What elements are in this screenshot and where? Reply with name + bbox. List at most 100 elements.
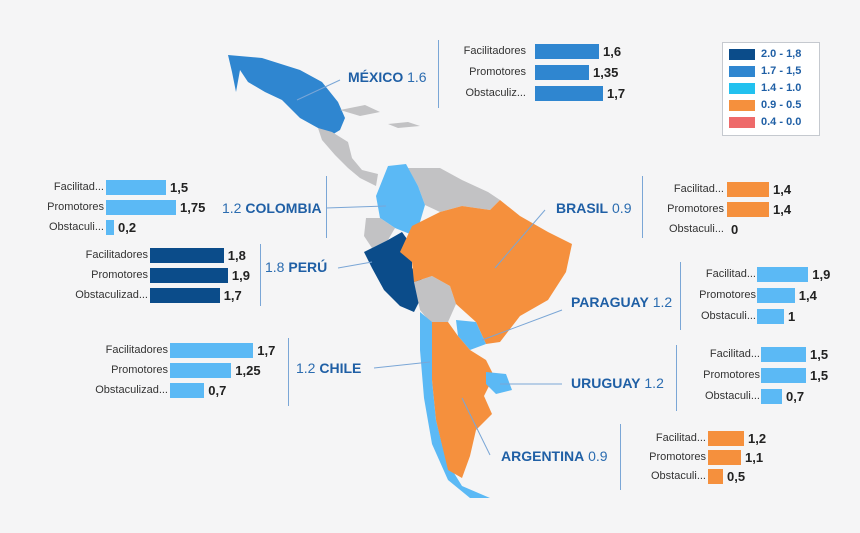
mexico-bar-label: Promotores [469,66,526,78]
uruguay-bar-label: Facilitad... [709,348,760,360]
colombia-shape [376,164,425,234]
brasil-score: 0.9 [612,200,632,216]
colombia-bar-value: 1,75 [180,200,206,215]
brasil-bar [727,202,769,217]
paraguay-name: PARAGUAY [571,294,649,310]
colombia-divider [326,176,327,238]
colombia-bar [106,180,166,195]
legend-item: 0.9 - 0.5 [729,98,801,112]
argentina-bar-value: 1,1 [745,450,764,465]
brasil-shape [400,200,572,344]
argentina-bar-label: Promotores [649,451,706,463]
legend-item: 1.4 - 1.0 [729,81,801,95]
legend-swatch [729,116,755,128]
mexico-label: MÉXICO 1.6 [348,69,427,85]
colombia-bar-label: Facilitad... [53,181,104,193]
legend-label: 2.0 - 1,8 [761,48,802,60]
uruguay-bar-value: 1,5 [810,368,829,383]
mexico-shape [228,55,345,136]
colombia-name: COLOMBIA [245,200,322,216]
chile-bar-label: Promotores [111,364,168,376]
argentina-bar-value: 0,5 [727,469,746,484]
chile-bar-label: Obstaculizad... [95,384,168,396]
chile-name: CHILE [319,360,362,376]
legend-label: 0.4 - 0.0 [761,116,802,128]
legend-item: 0.4 - 0.0 [729,115,801,129]
mexico-bar-label: Facilitadores [463,45,526,57]
caribbean-island-2 [388,122,420,128]
uruguay-score: 1.2 [644,375,664,391]
mexico-bar-value: 1,35 [593,65,619,80]
colombia-bar [106,220,114,235]
peru-bar-value: 1,7 [223,288,242,303]
chile-bar-value: 1,7 [257,343,276,358]
mexico-bar [535,86,603,101]
chile-label: 1.2 CHILE [296,360,361,376]
legend-swatch [729,48,755,60]
mexico-divider [438,40,439,108]
legend-swatch [729,82,755,94]
uruguay-bar [761,389,782,404]
chile-bar-label: Facilitadores [105,344,168,356]
peru-score: 1.8 [265,259,285,275]
legend-swatch [729,99,755,111]
uruguay-shape [486,372,512,394]
mexico-name: MÉXICO [348,69,404,85]
mexico-score: 1.6 [407,69,427,85]
colombia-bar-value: 0,2 [118,220,137,235]
legend-swatch [729,65,755,77]
ecuador-shape [364,218,395,248]
paraguay-bar-value: 1,9 [812,267,831,282]
legend: 2.0 - 1,8 1.7 - 1,5 1.4 - 1.0 0.9 - 0.5 … [722,42,820,136]
brasil-bar-value: 1,4 [773,202,792,217]
peru-divider [260,244,261,306]
mexico-bar-value: 1,6 [603,44,622,59]
argentina-score: 0.9 [588,448,608,464]
paraguay-bar-label: Obstaculi... [700,310,756,322]
uruguay-divider [676,345,677,411]
paraguay-bar-label: Promotores [699,289,756,301]
mexico-bar [535,65,589,80]
paraguay-bar [757,309,784,324]
peru-bar-value: 1,9 [231,268,250,283]
paraguay-bar [757,288,795,303]
paraguay-bar-value: 1 [788,309,796,324]
legend-item: 1.7 - 1,5 [729,64,801,78]
paraguay-divider [680,262,681,330]
brasil-divider [642,176,643,238]
legend-label: 1.4 - 1.0 [761,82,802,94]
brasil-bar-value: 1,4 [773,182,792,197]
paraguay-bar [757,267,809,282]
legend-label: 0.9 - 0.5 [761,99,802,111]
chile-divider [288,338,289,406]
argentina-bar-label: Facilitad... [655,432,706,444]
brasil-bar-label: Obstaculi... [668,223,724,235]
chile-bar [170,363,232,378]
argentina-bar [708,431,744,446]
colombia-bar-value: 1,5 [170,180,189,195]
paraguay-shape [456,320,486,350]
argentina-divider [620,424,621,490]
peru-bar [150,248,224,263]
argentina-bar-label: Obstaculi... [650,470,706,482]
legend-item: 2.0 - 1,8 [729,47,801,61]
colombia-label: 1.2 COLOMBIA [222,200,322,216]
uruguay-name: URUGUAY [571,375,641,391]
paraguay-bar-label: Facilitad... [705,268,756,280]
uruguay-bar [761,347,806,362]
chile-bar-value: 0,7 [208,383,227,398]
paraguay-bar-value: 1,4 [798,288,817,303]
chile-bar-value: 1,25 [235,363,261,378]
peru-bar [150,288,220,303]
venezuela-shape [408,168,500,212]
argentina-name: ARGENTINA [501,448,585,464]
colombia-score: 1.2 [222,200,242,216]
peru-label: 1.8 PERÚ [265,259,327,275]
colombia-bar [106,200,176,215]
peru-bar-label: Obstaculizad... [75,289,148,301]
brasil-label: BRASIL 0.9 [556,200,631,216]
bolivia-shape [414,276,456,322]
brasil-name: BRASIL [556,200,609,216]
chile-score: 1.2 [296,360,316,376]
